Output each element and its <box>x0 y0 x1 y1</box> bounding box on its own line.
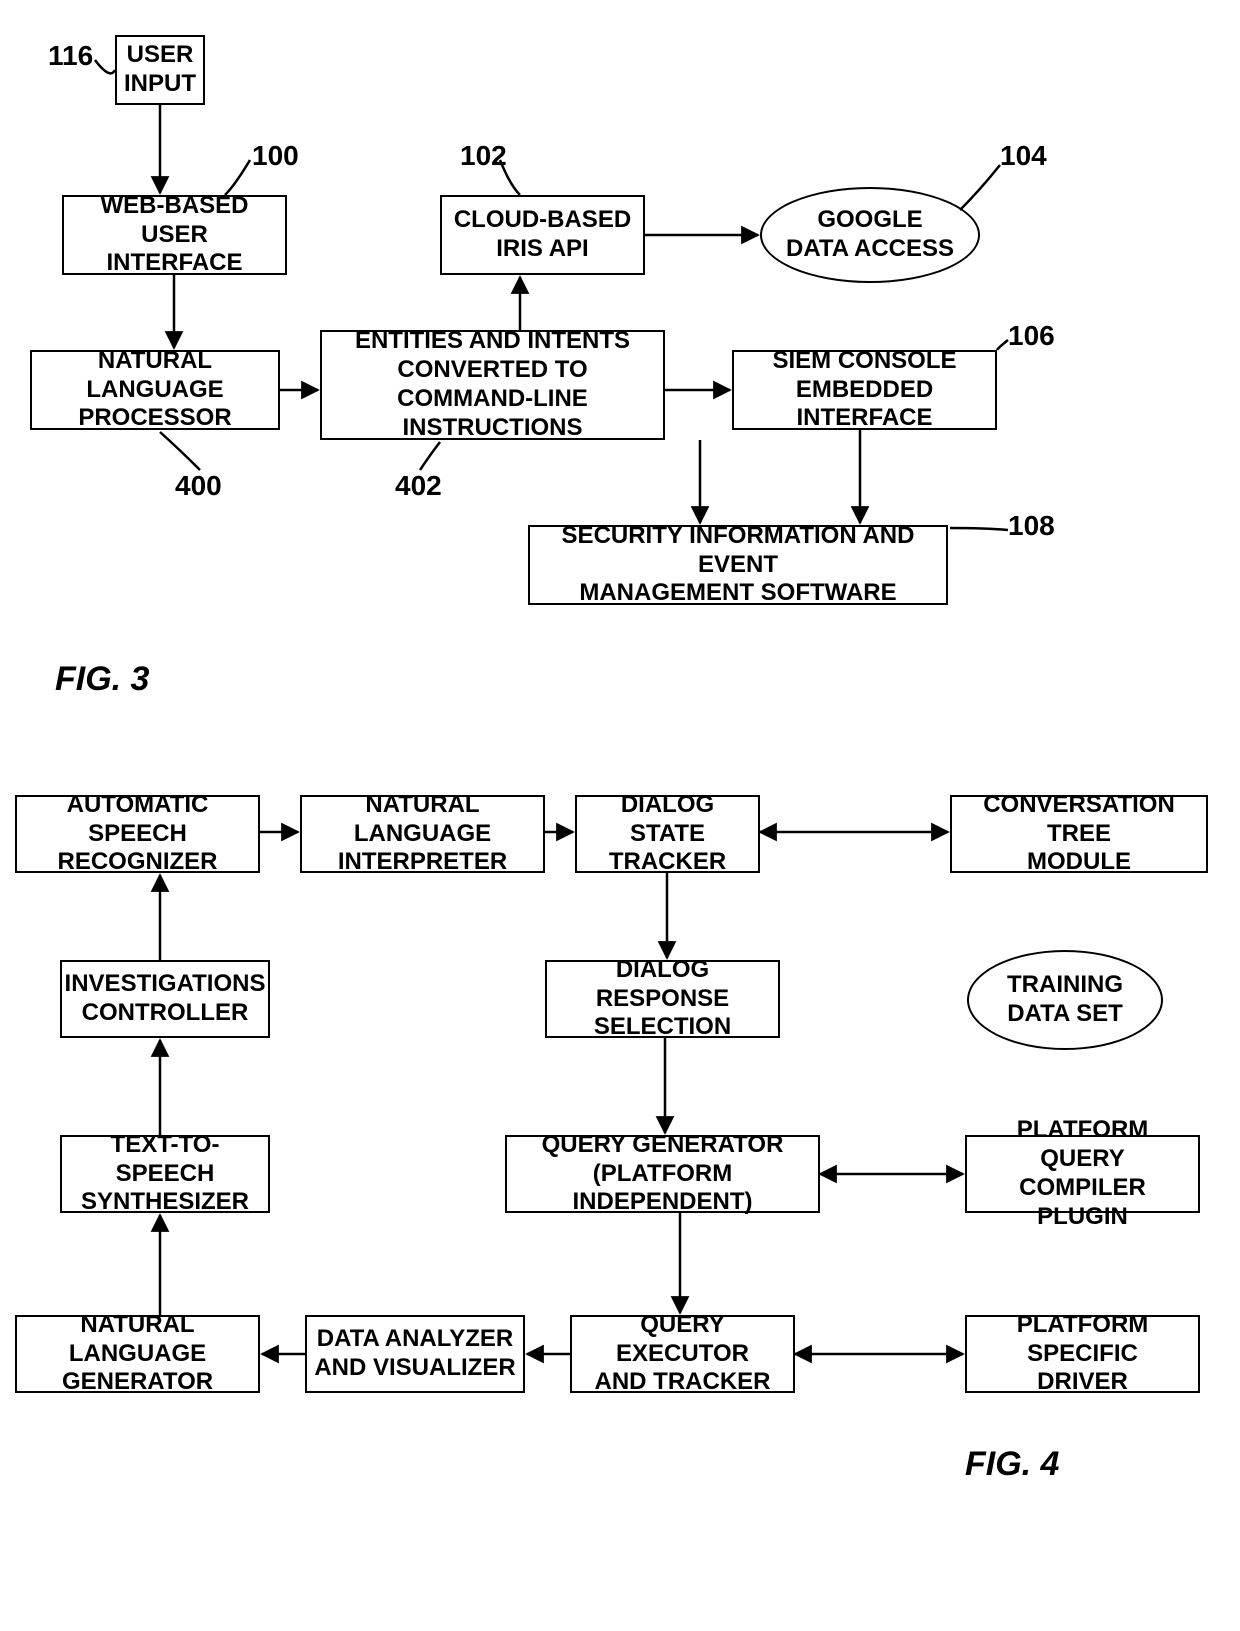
box-nlp: NATURAL LANGUAGEPROCESSOR <box>30 350 280 430</box>
box-cloud-api: CLOUD-BASEDIRIS API <box>440 195 645 275</box>
box-pqcp: PLATFORM QUERYCOMPILER PLUGIN <box>965 1135 1200 1213</box>
box-user-input: USERINPUT <box>115 35 205 105</box>
label-108: 108 <box>1008 510 1055 542</box>
box-siem-software: SECURITY INFORMATION AND EVENTMANAGEMENT… <box>528 525 948 605</box>
label-400: 400 <box>175 470 222 502</box>
box-entities: ENTITIES AND INTENTSCONVERTED TOCOMMAND-… <box>320 330 665 440</box>
box-dst: DIALOG STATETRACKER <box>575 795 760 873</box>
box-nlg: NATURAL LANGUAGEGENERATOR <box>15 1315 260 1393</box>
box-dav: DATA ANALYZERAND VISUALIZER <box>305 1315 525 1393</box>
box-psd: PLATFORM SPECIFICDRIVER <box>965 1315 1200 1393</box>
box-drs: DIALOG RESPONSESELECTION <box>545 960 780 1038</box>
label-402: 402 <box>395 470 442 502</box>
fig3-title: FIG. 3 <box>55 660 149 699</box>
label-102: 102 <box>460 140 507 172</box>
box-tts: TEXT-TO-SPEECHSYNTHESIZER <box>60 1135 270 1213</box>
ellipse-google: GOOGLEDATA ACCESS <box>760 187 980 283</box>
box-ic: INVESTIGATIONSCONTROLLER <box>60 960 270 1038</box>
label-106: 106 <box>1008 320 1055 352</box>
box-ctm: CONVERSATION TREEMODULE <box>950 795 1208 873</box>
label-104: 104 <box>1000 140 1047 172</box>
box-qg: QUERY GENERATOR(PLATFORM INDEPENDENT) <box>505 1135 820 1213</box>
box-nli: NATURAL LANGUAGEINTERPRETER <box>300 795 545 873</box>
box-qet: QUERY EXECUTORAND TRACKER <box>570 1315 795 1393</box>
box-web-ui: WEB-BASEDUSER INTERFACE <box>62 195 287 275</box>
box-asr: AUTOMATIC SPEECHRECOGNIZER <box>15 795 260 873</box>
label-116: 116 <box>48 40 93 72</box>
fig4-title: FIG. 4 <box>965 1445 1059 1484</box>
ellipse-tds: TRAININGDATA SET <box>967 950 1163 1050</box>
label-100: 100 <box>252 140 299 172</box>
box-siem-console: SIEM CONSOLEEMBEDDED INTERFACE <box>732 350 997 430</box>
